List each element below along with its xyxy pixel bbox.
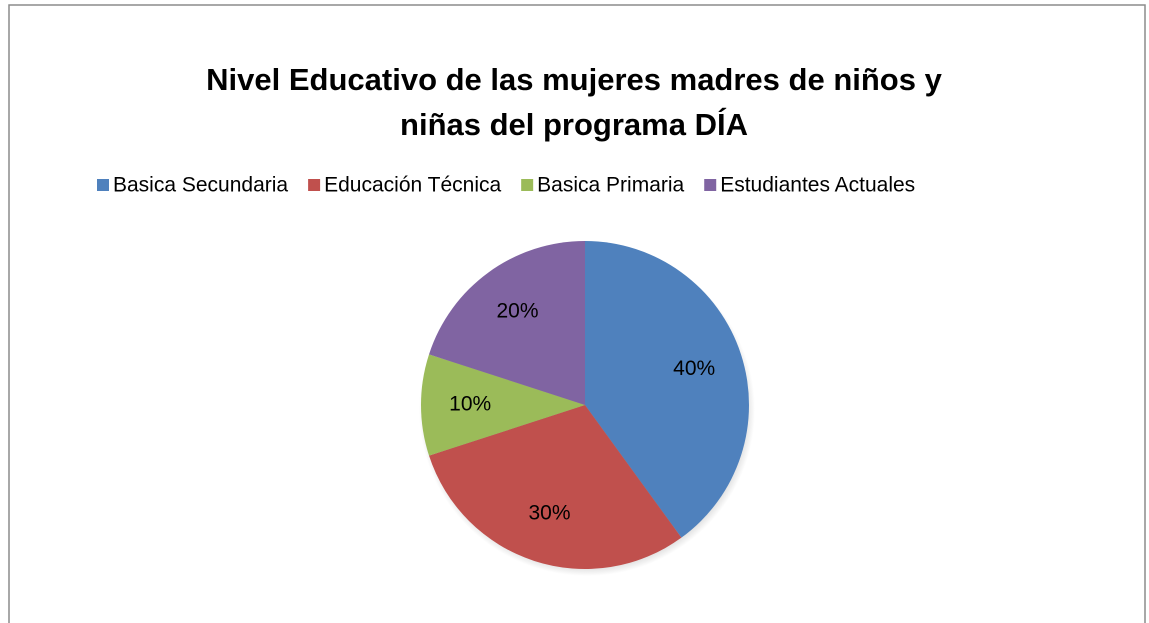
data-label: 20% (497, 300, 539, 323)
pie-slice (429, 241, 585, 405)
legend-swatch (308, 179, 321, 191)
chart-title: Nivel Educativo de las mujeres madres de… (206, 62, 942, 97)
legend-label: Educación Técnica (324, 174, 501, 197)
pie-slice (421, 354, 585, 456)
chart-frame (8, 4, 1146, 623)
legend-swatch (97, 179, 109, 191)
pie-slice (429, 405, 682, 569)
legend-label: Basica Secundaria (113, 174, 288, 197)
data-label: 10% (449, 393, 491, 416)
legend-label: Basica Primaria (537, 174, 684, 197)
chart-title: niñas del programa DÍA (400, 107, 748, 142)
pie-slice (585, 241, 749, 538)
data-label: 30% (529, 502, 571, 525)
legend-label: Estudiantes Actuales (720, 174, 915, 197)
legend-swatch (521, 179, 534, 191)
legend-swatch (704, 179, 717, 191)
data-label: 40% (673, 357, 715, 380)
